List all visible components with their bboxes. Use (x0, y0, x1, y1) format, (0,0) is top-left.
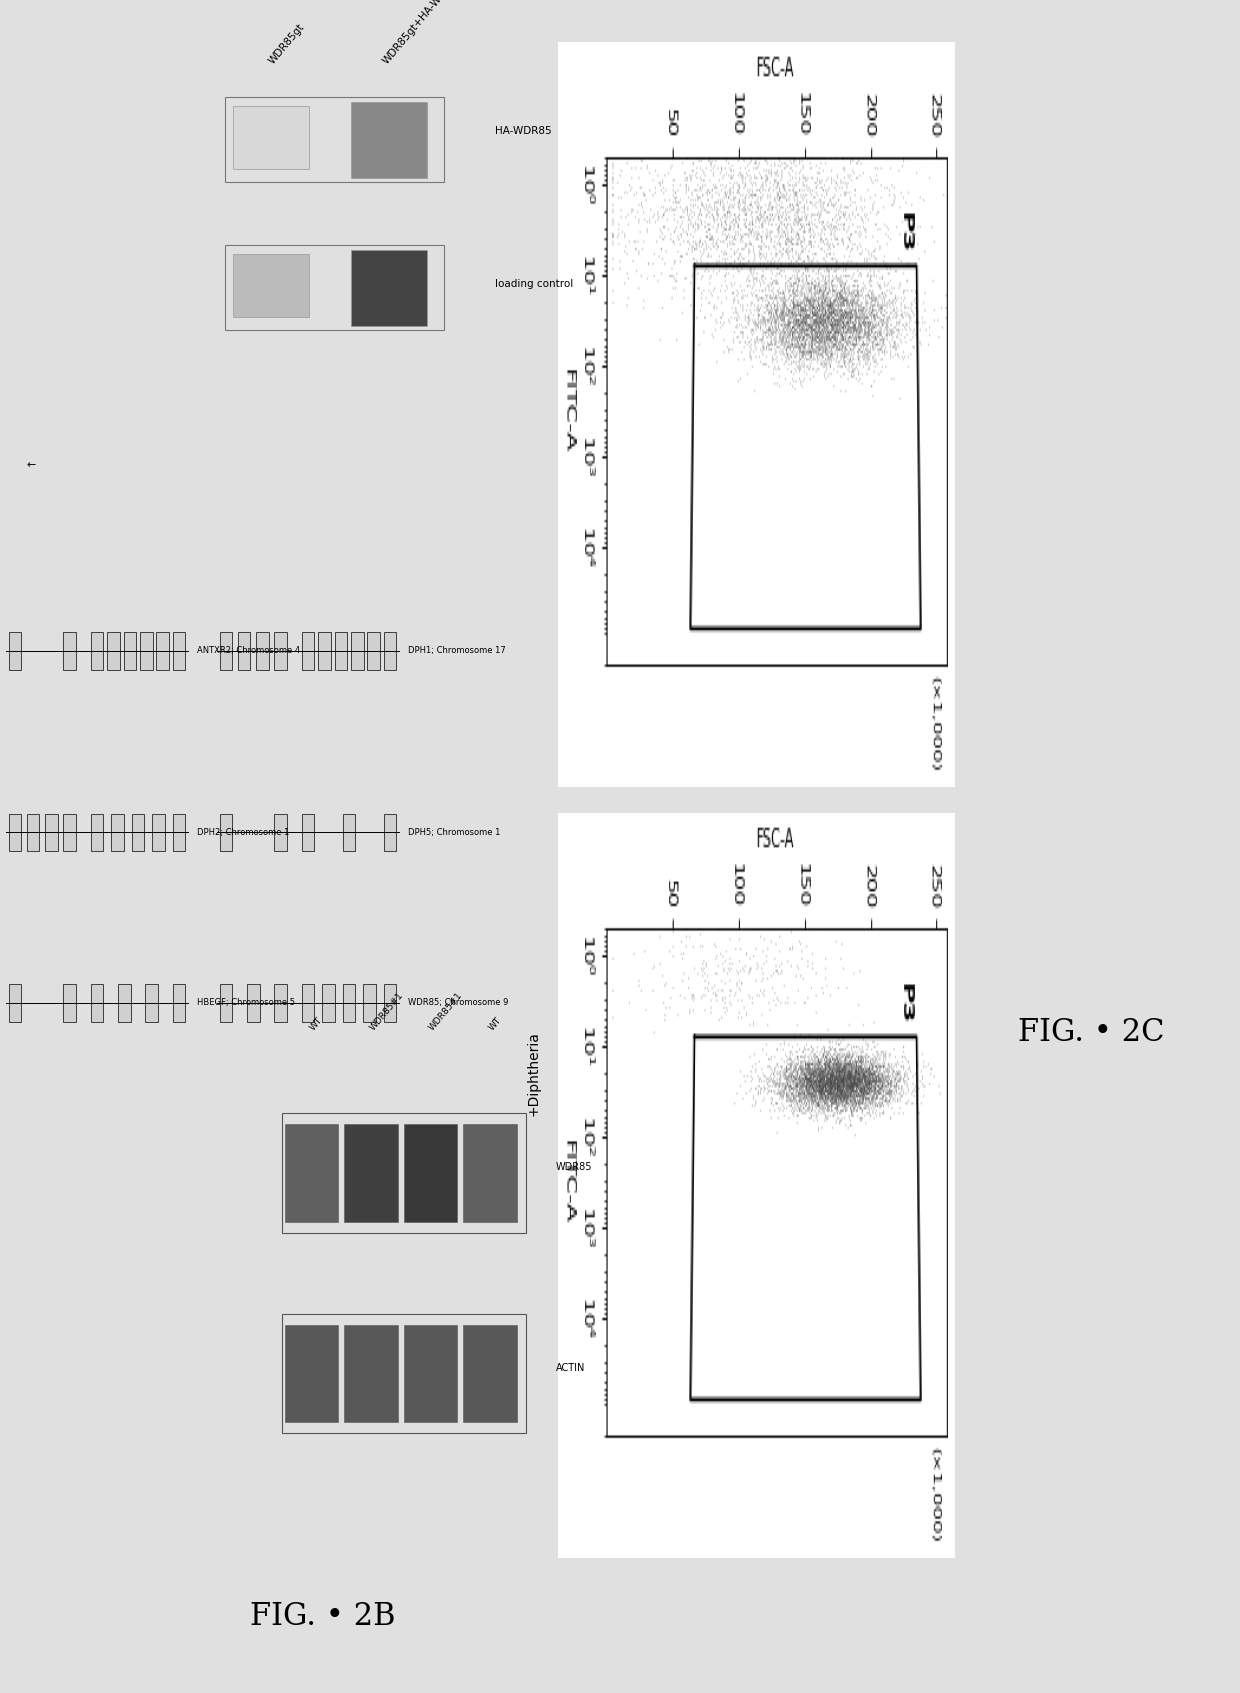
Bar (131, 814, 144, 852)
Text: HA-WDR85: HA-WDR85 (495, 127, 551, 135)
Bar (351, 631, 363, 670)
Bar (384, 984, 397, 1021)
Bar (145, 984, 157, 1021)
Bar (322, 984, 335, 1021)
Bar (384, 631, 397, 670)
Bar (363, 984, 376, 1021)
Bar (257, 631, 269, 670)
Text: ←: ← (26, 460, 36, 471)
Bar (351, 102, 427, 178)
Text: FIG. • 2B: FIG. • 2B (249, 1602, 396, 1632)
Bar (9, 631, 21, 670)
Text: DPH1; Chromosome 17: DPH1; Chromosome 17 (408, 647, 506, 655)
Bar (285, 1124, 339, 1222)
Bar (301, 814, 314, 852)
Text: WDR85; Chromosome 9: WDR85; Chromosome 9 (408, 999, 508, 1007)
Bar (224, 245, 444, 330)
Bar (91, 631, 103, 670)
Text: HBEGF; Chromosome 5: HBEGF; Chromosome 5 (197, 999, 295, 1007)
Bar (464, 1124, 517, 1222)
Bar (219, 984, 232, 1021)
Text: WDR85#1: WDR85#1 (368, 990, 405, 1033)
Text: +Diphtheria: +Diphtheria (526, 1031, 541, 1116)
Text: FIG. • 2C: FIG. • 2C (1018, 1017, 1164, 1048)
Text: DPH5; Chromosome 1: DPH5; Chromosome 1 (408, 828, 500, 836)
Text: loading control: loading control (495, 279, 573, 288)
Bar (367, 631, 379, 670)
Bar (281, 1314, 526, 1432)
Bar (107, 631, 120, 670)
Bar (124, 631, 136, 670)
Bar (219, 814, 232, 852)
Bar (153, 814, 165, 852)
Bar (345, 1324, 398, 1422)
Bar (319, 631, 331, 670)
Bar (404, 1324, 458, 1422)
Bar (63, 631, 76, 670)
Bar (9, 814, 21, 852)
Text: WDR85gt+HA-WDR85: WDR85gt+HA-WDR85 (381, 0, 463, 66)
Bar (404, 1124, 458, 1222)
Bar (118, 984, 130, 1021)
Text: WDR85gt: WDR85gt (267, 22, 306, 66)
Bar (219, 631, 232, 670)
Bar (464, 1324, 517, 1422)
Bar (224, 97, 444, 181)
Bar (45, 814, 57, 852)
Bar (233, 105, 309, 169)
Bar (274, 984, 286, 1021)
Bar (301, 984, 314, 1021)
Text: ANTXR2; Chromosome 4: ANTXR2; Chromosome 4 (197, 647, 300, 655)
Text: DPH2; Chromosome 1: DPH2; Chromosome 1 (197, 828, 289, 836)
Bar (384, 814, 397, 852)
Text: ACTIN: ACTIN (556, 1363, 585, 1373)
Bar (63, 984, 76, 1021)
Bar (27, 814, 40, 852)
Bar (335, 631, 347, 670)
Bar (285, 1324, 339, 1422)
Text: WDR85: WDR85 (556, 1163, 591, 1173)
Bar (91, 984, 103, 1021)
Bar (281, 1114, 526, 1233)
Bar (172, 984, 186, 1021)
Bar (351, 249, 427, 325)
Bar (342, 814, 356, 852)
Bar (91, 814, 103, 852)
Text: WDR85#1: WDR85#1 (428, 990, 465, 1033)
Bar (112, 814, 124, 852)
Bar (342, 984, 356, 1021)
Text: WT: WT (487, 1016, 503, 1033)
Bar (9, 984, 21, 1021)
Bar (233, 254, 309, 318)
Bar (63, 814, 76, 852)
Bar (238, 631, 250, 670)
Text: WT: WT (309, 1016, 325, 1033)
Bar (156, 631, 169, 670)
Bar (274, 814, 286, 852)
Bar (140, 631, 153, 670)
Bar (301, 631, 314, 670)
Bar (274, 631, 286, 670)
Bar (247, 984, 259, 1021)
Bar (345, 1124, 398, 1222)
Bar (172, 814, 186, 852)
Bar (172, 631, 186, 670)
